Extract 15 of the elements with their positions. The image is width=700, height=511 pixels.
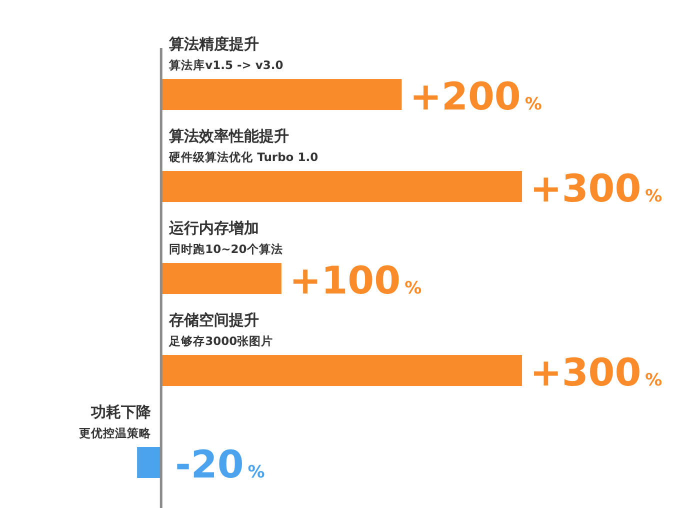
annotation: 同时跑10~20个算法 — [169, 242, 283, 256]
y-tick-label: 存储空间提升 — [168, 311, 260, 329]
annotation: 足够存3000张图片 — [168, 334, 274, 348]
y-tick-label: 算法效率性能提升 — [168, 127, 290, 145]
data-label: +300% — [530, 166, 662, 210]
y-tick-label: 算法精度提升 — [168, 35, 260, 53]
annotation: 算法库v1.5 -> v3.0 — [168, 58, 284, 72]
data-label: +100% — [289, 258, 422, 302]
data-label: +200% — [410, 74, 542, 118]
y-tick-label: 功耗下降 — [90, 403, 152, 421]
data-label: +300% — [530, 350, 662, 394]
data-label: -20% — [175, 442, 265, 486]
annotation: 更优控温策略 — [79, 426, 152, 440]
y-tick-label: 运行内存增加 — [168, 219, 260, 237]
annotation: 硬件级算法优化 Turbo 1.0 — [168, 150, 318, 164]
